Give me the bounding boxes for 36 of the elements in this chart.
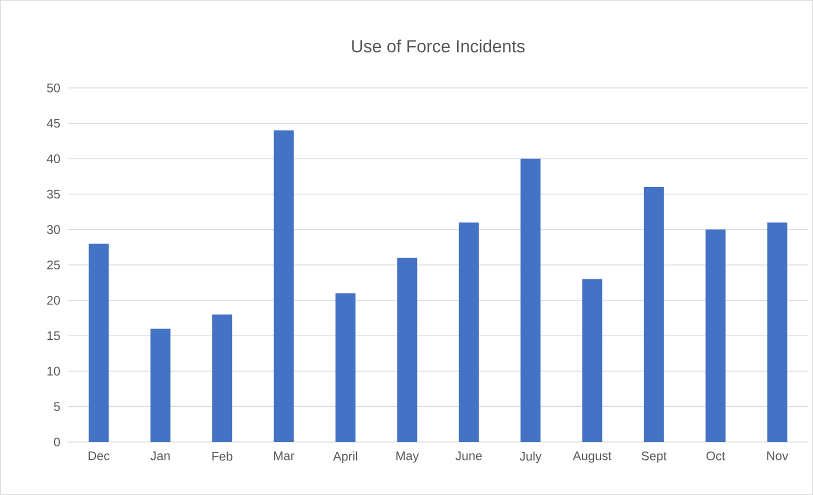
bar: [520, 158, 541, 442]
x-tick-label: Sept: [642, 452, 667, 463]
y-tick-label: 40: [46, 154, 60, 164]
chart-title: Use of Force Incidents: [352, 40, 525, 52]
bar: [644, 187, 664, 442]
y-tick-label: 50: [47, 84, 60, 92]
bar: [274, 130, 294, 442]
y-tick-label: 30: [47, 225, 60, 234]
y-tick-label: 5: [54, 402, 60, 411]
bar: [582, 279, 602, 442]
bar: [212, 314, 232, 442]
y-tick-label: 0: [54, 438, 60, 446]
bar: [706, 230, 726, 442]
x-tick-label: August: [572, 452, 612, 463]
bar: [88, 244, 109, 442]
bar: [767, 222, 788, 442]
y-tick-label: 35: [47, 190, 60, 199]
y-tick-label: 20: [47, 296, 60, 305]
x-tick-label: June: [456, 452, 482, 460]
x-tick-label: Dec: [88, 452, 110, 460]
y-tick-label: 10: [48, 366, 60, 376]
y-tick-label: 15: [48, 331, 60, 340]
x-tick-label: April: [333, 452, 358, 464]
bar: [458, 222, 479, 442]
y-tick-label: 25: [47, 260, 60, 270]
x-tick-label: Oct: [706, 452, 726, 460]
x-tick-label: Nov: [767, 452, 788, 460]
x-tick-label: July: [520, 452, 542, 464]
bar: [150, 328, 170, 442]
x-tick-label: Jan: [150, 452, 170, 460]
x-tick-label: May: [396, 452, 419, 463]
bar: [397, 258, 418, 442]
x-tick-label: Mar: [274, 452, 294, 460]
x-tick-label: Feb: [212, 452, 232, 461]
y-tick-label: 45: [46, 119, 60, 128]
bar: [335, 293, 356, 442]
